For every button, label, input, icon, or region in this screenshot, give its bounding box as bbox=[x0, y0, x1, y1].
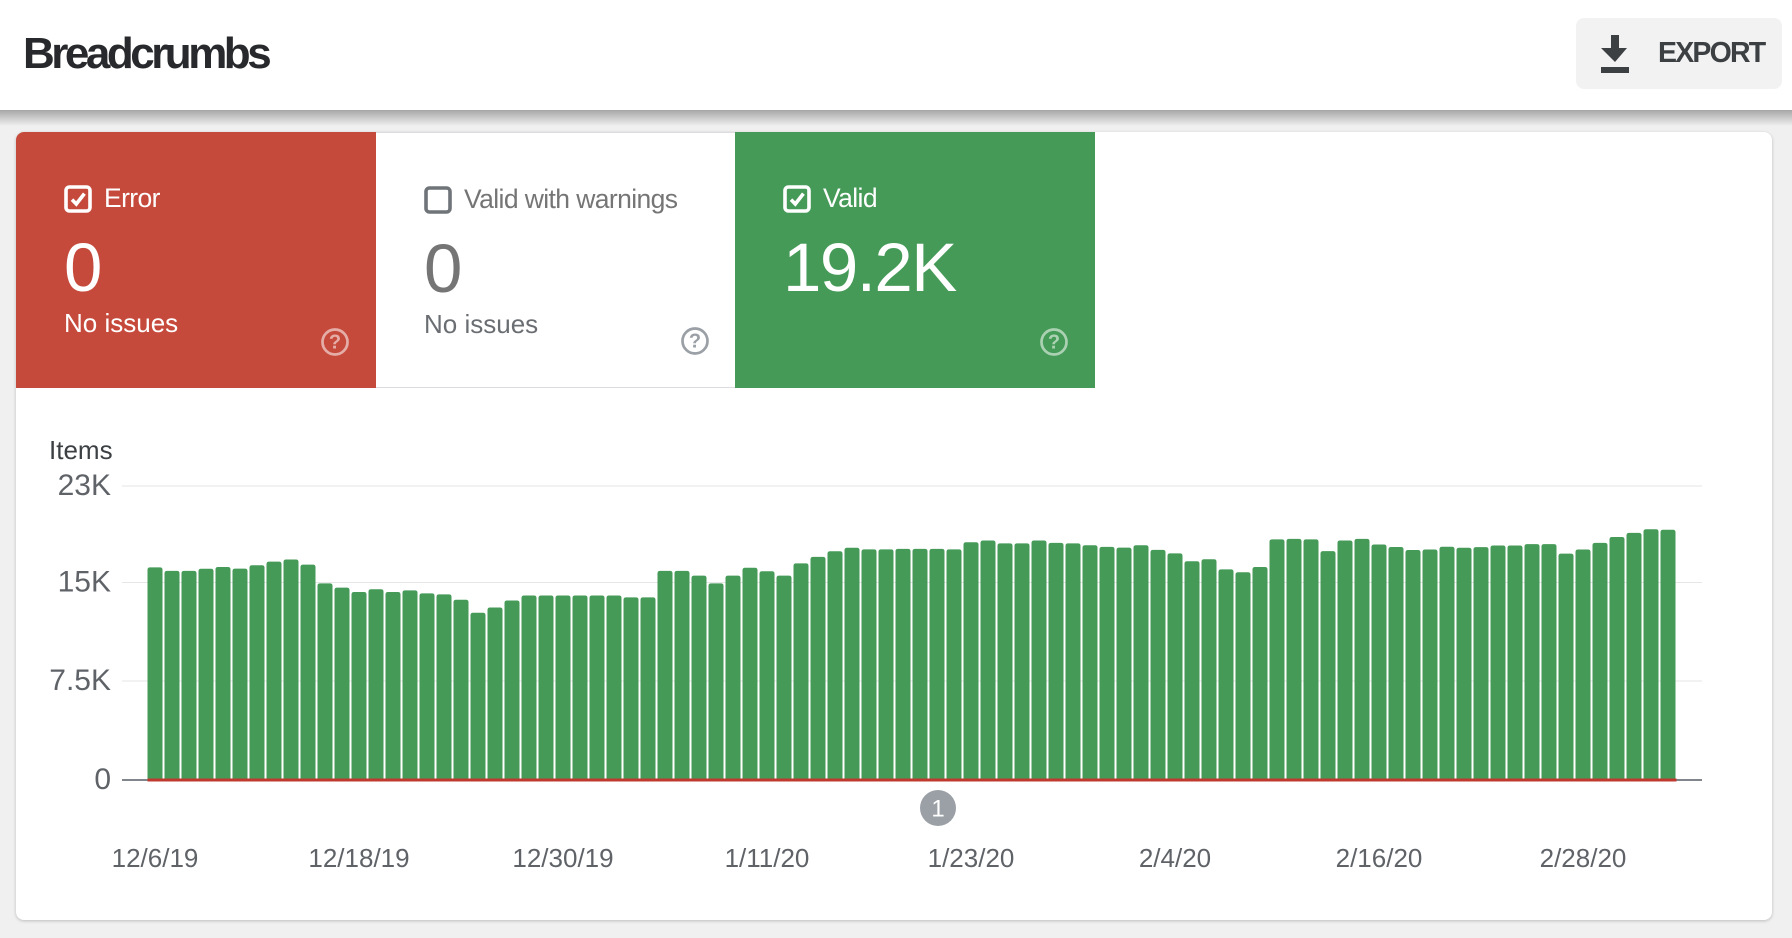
svg-text:1: 1 bbox=[931, 796, 944, 823]
svg-text:12/30/19: 12/30/19 bbox=[512, 843, 613, 873]
svg-text:2/4/20: 2/4/20 bbox=[1139, 843, 1211, 873]
svg-text:?: ? bbox=[329, 332, 341, 354]
svg-text:12/6/19: 12/6/19 bbox=[112, 843, 199, 873]
svg-text:Items: Items bbox=[49, 435, 113, 465]
svg-text:1/11/20: 1/11/20 bbox=[725, 843, 810, 873]
svg-text:2/28/20: 2/28/20 bbox=[1540, 843, 1627, 873]
svg-text:15K: 15K bbox=[58, 566, 111, 599]
svg-text:?: ? bbox=[1048, 332, 1060, 354]
svg-text:?: ? bbox=[689, 331, 701, 353]
svg-text:1/23/20: 1/23/20 bbox=[928, 843, 1015, 873]
svg-text:2/16/20: 2/16/20 bbox=[1336, 843, 1423, 873]
svg-text:7.5K: 7.5K bbox=[49, 664, 111, 697]
svg-text:12/18/19: 12/18/19 bbox=[308, 843, 409, 873]
svg-text:23K: 23K bbox=[58, 469, 111, 502]
svg-text:0: 0 bbox=[94, 763, 111, 796]
